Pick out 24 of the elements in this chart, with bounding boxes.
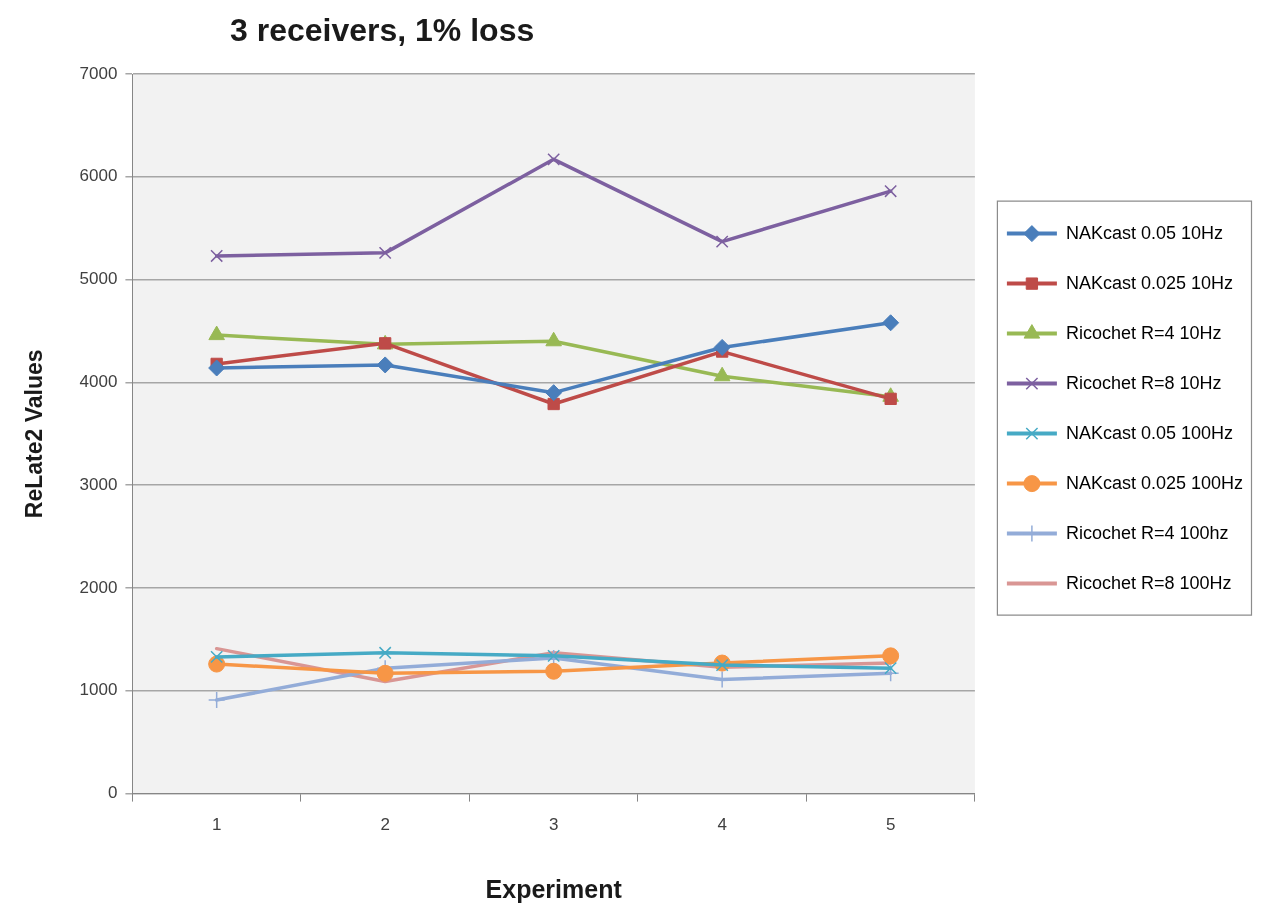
legend-label: Ricochet R=4 100hz [1065,522,1229,543]
x-tick-label: 3 [548,815,559,835]
x-tick-label: 5 [885,815,896,835]
legend-label: Ricochet R=8 100Hz [1065,572,1232,593]
y-tick-label: 6000 [79,166,118,186]
legend-label: NAKcast 0.025 10Hz [1065,272,1233,293]
legend-label: Ricochet R=8 10Hz [1065,372,1222,393]
legend-label: NAKcast 0.05 10Hz [1065,222,1223,243]
y-tick-label: 0 [107,783,118,803]
y-tick-label: 5000 [79,269,118,289]
x-tick-label: 1 [211,815,222,835]
legend-label: Ricochet R=4 10Hz [1065,322,1222,343]
x-tick-label: 2 [380,815,390,835]
chart-title: 3 receivers, 1% loss [230,12,535,49]
legend-label: NAKcast 0.05 100Hz [1065,422,1233,443]
x-tick-label: 4 [717,815,727,835]
legend-label: NAKcast 0.025 100Hz [1065,472,1244,493]
y-tick-label: 3000 [79,474,118,494]
y-tick-label: 4000 [79,372,118,392]
y-axis-title: ReLate2 Values [21,349,48,519]
y-tick-label: 7000 [79,63,118,83]
x-axis-title: Experiment [485,874,623,903]
y-tick-label: 1000 [79,680,118,700]
y-tick-label: 2000 [79,577,118,597]
